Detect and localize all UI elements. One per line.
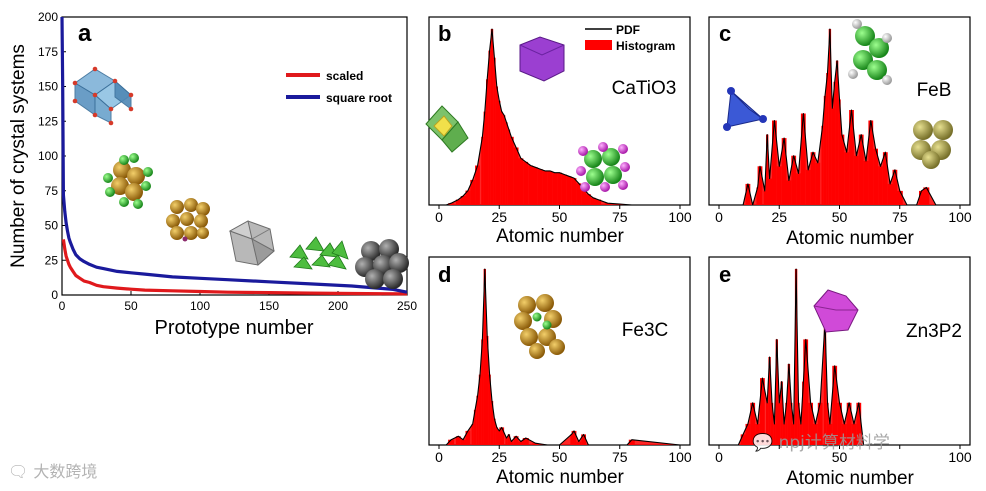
panel-e-letter: e bbox=[719, 262, 731, 287]
x-tick-label: 100 bbox=[190, 299, 210, 313]
crystal-magenta-polyhedra-icon bbox=[813, 289, 859, 333]
x-tick-label: 0 bbox=[715, 209, 723, 225]
panel-b-histogram bbox=[446, 28, 680, 206]
panel-d-histogram bbox=[439, 268, 681, 446]
panel-d-compound-label: Fe3C bbox=[622, 320, 668, 341]
panel-a-legend: scaled square root bbox=[286, 69, 392, 105]
y-tick-label: 100 bbox=[38, 149, 58, 163]
panel-c-x-axis-label: Atomic number bbox=[786, 228, 914, 249]
panel-b-x-axis-label: Atomic number bbox=[496, 226, 624, 247]
crystal-green-network-icon bbox=[289, 236, 349, 270]
pdf-line bbox=[719, 268, 960, 446]
x-tick-label: 0 bbox=[59, 299, 66, 313]
panel-e-x-axis-label: Atomic number bbox=[786, 468, 914, 489]
legend-histogram-label: Histogram bbox=[616, 39, 675, 53]
series-line-square-root bbox=[60, 16, 408, 294]
y-tick-label: 50 bbox=[45, 219, 59, 233]
panel-d-letter: d bbox=[438, 262, 451, 287]
x-tick-label: 200 bbox=[328, 299, 348, 313]
x-tick-label: 0 bbox=[715, 449, 723, 465]
crystal-grey-polyhedra-icon bbox=[228, 220, 275, 266]
legend-histogram-swatch bbox=[585, 40, 612, 50]
panel-e-ticks: 0 50 100 bbox=[715, 445, 972, 465]
y-tick-label: 175 bbox=[38, 45, 58, 59]
pdf-line bbox=[446, 28, 680, 206]
crystal-olive-spheres-icon bbox=[911, 120, 953, 169]
x-tick-label: 100 bbox=[948, 449, 972, 465]
panel-b-ticks: 0 25 50 75 100 bbox=[435, 205, 692, 225]
panel-a-y-axis-label: Number of crystal systems bbox=[8, 44, 29, 268]
x-tick-label: 0 bbox=[435, 209, 443, 225]
panel-d-ticks: 0 25 50 75 100 bbox=[435, 445, 692, 465]
panel-c-compound-label: FeB bbox=[917, 80, 952, 101]
x-tick-label: 150 bbox=[259, 299, 279, 313]
crystal-green-white-spheres-icon bbox=[848, 19, 892, 85]
y-tick-label: 125 bbox=[38, 114, 58, 128]
x-tick-label: 50 bbox=[124, 299, 138, 313]
x-tick-label: 250 bbox=[397, 299, 417, 313]
x-tick-label: 25 bbox=[771, 209, 787, 225]
panel-b-letter: b bbox=[438, 21, 451, 46]
x-tick-label: 25 bbox=[491, 209, 507, 225]
x-tick-label: 50 bbox=[552, 449, 568, 465]
crystal-perovskite-icon bbox=[72, 66, 134, 126]
histogram-area bbox=[719, 29, 960, 205]
crystal-dark-cluster-icon bbox=[355, 239, 409, 289]
histogram-area bbox=[719, 269, 960, 445]
panel-a-x-axis-label: Prototype number bbox=[155, 317, 314, 339]
panel-b: b 0 25 50 75 100 Atomic number CaTiO3 PDF Hi… bbox=[425, 16, 692, 247]
crystal-purple-cube-icon bbox=[519, 36, 565, 82]
x-tick-label: 50 bbox=[832, 449, 848, 465]
x-tick-label: 75 bbox=[612, 449, 628, 465]
panel-b-legend: PDF Histogram bbox=[585, 23, 675, 53]
watermark-right: 💬 npj计算材料学 bbox=[752, 433, 890, 453]
crystal-gold-green-icon bbox=[103, 153, 153, 209]
panel-d: d 0 25 50 75 100 Atomic number Fe3C bbox=[428, 256, 692, 488]
x-tick-label: 50 bbox=[832, 209, 848, 225]
crystal-gold-cluster-icon bbox=[166, 198, 210, 242]
series-line-scaled bbox=[61, 239, 408, 296]
legend-pdf-label: PDF bbox=[616, 23, 640, 37]
crystal-blue-tetrahedron-icon bbox=[723, 87, 767, 131]
x-tick-label: 75 bbox=[612, 209, 628, 225]
y-tick-label: 200 bbox=[38, 10, 58, 24]
y-tick-label: 0 bbox=[51, 288, 58, 302]
x-tick-label: 0 bbox=[435, 449, 443, 465]
legend-square-root-label: square root bbox=[326, 91, 392, 105]
crystal-green-magenta-spheres-icon bbox=[576, 142, 630, 192]
panel-c-letter: c bbox=[719, 21, 731, 46]
pdf-line bbox=[439, 268, 681, 446]
panel-c-ticks: 0 25 50 75 100 bbox=[715, 205, 972, 225]
panel-e-histogram bbox=[719, 268, 960, 446]
watermark-left: 🗨 大数跨境 bbox=[8, 462, 98, 481]
crystal-gold-green-cluster-icon bbox=[514, 294, 565, 359]
y-tick-label: 150 bbox=[38, 80, 58, 94]
x-tick-label: 100 bbox=[668, 449, 692, 465]
crystal-green-yellow-octahedra-icon bbox=[425, 105, 469, 153]
panel-a-letter: a bbox=[78, 20, 92, 47]
panel-d-x-axis-label: Atomic number bbox=[496, 467, 624, 488]
x-tick-label: 100 bbox=[948, 209, 972, 225]
histogram-area bbox=[439, 269, 680, 445]
x-tick-label: 50 bbox=[552, 209, 568, 225]
histogram-area bbox=[446, 29, 680, 205]
panel-c-histogram bbox=[719, 28, 960, 206]
y-tick-label: 75 bbox=[45, 184, 59, 198]
panel-a: a 0 50 100 150 200 2500255075100125150175200 … bbox=[8, 10, 417, 339]
panel-e-compound-label: Zn3P2 bbox=[906, 321, 962, 342]
panel-b-compound-label: CaTiO3 bbox=[612, 78, 677, 99]
panel-e: e 0 50 100 Atomic number Zn3P2 bbox=[708, 256, 972, 489]
pdf-line bbox=[719, 28, 960, 206]
x-tick-label: 75 bbox=[892, 209, 908, 225]
panel-a-series bbox=[60, 16, 408, 296]
y-tick-label: 25 bbox=[45, 253, 59, 267]
x-tick-label: 25 bbox=[491, 449, 507, 465]
x-tick-label: 100 bbox=[668, 209, 692, 225]
panel-c: c 0 25 50 75 100 Atomic number FeB bbox=[708, 16, 972, 249]
legend-scaled-label: scaled bbox=[326, 69, 363, 83]
